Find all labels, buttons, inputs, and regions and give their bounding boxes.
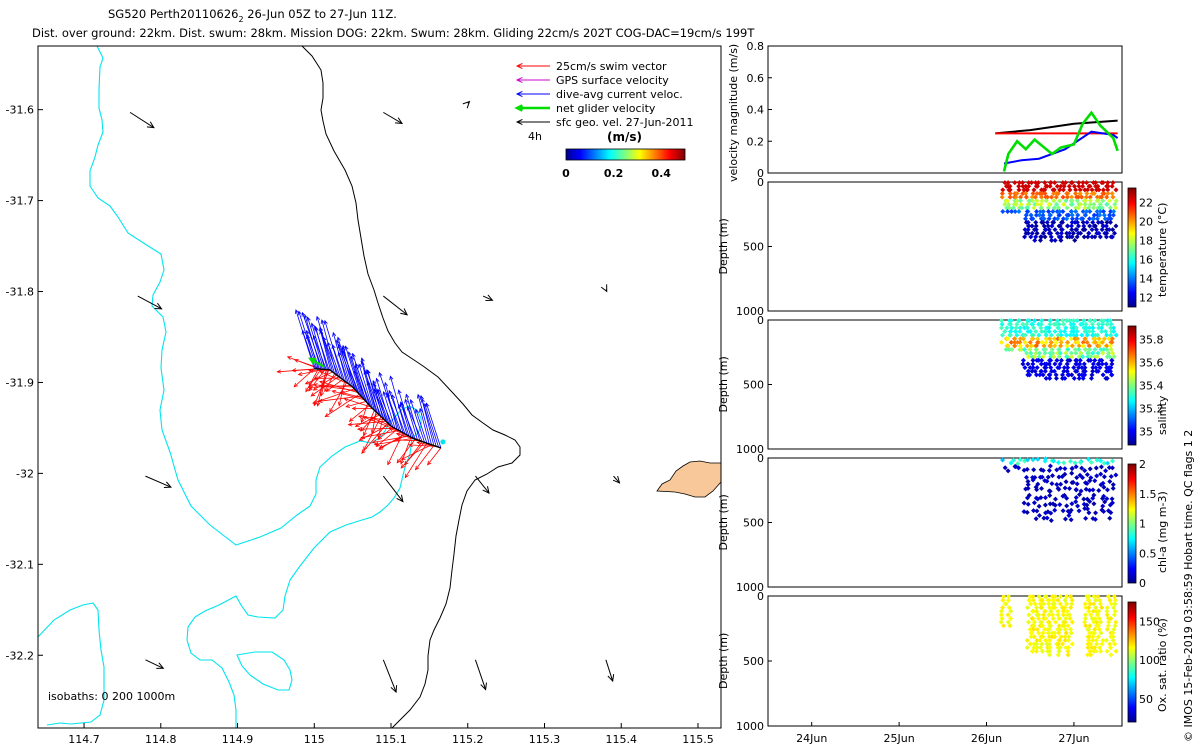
map-x-tick-label: 115.2 (452, 733, 484, 746)
oxygen-panel-y-axis-label: Depth (m) (717, 633, 730, 689)
velocity-panel-frame (768, 46, 1122, 173)
velocity-y-tick-label: 0.2 (747, 135, 765, 148)
legend-label: 25cm/s swim vector (556, 60, 667, 73)
map-y-tick-label: -31.7 (6, 195, 34, 208)
timeseries-panels: 0 0.2 0.4 0.6 0.8 velocity magnitude (m/s) 0 50… (717, 40, 1169, 745)
temperature-panel-frame (768, 182, 1122, 311)
colorbar-gradient (566, 149, 685, 160)
map-panel: 114.7 114.8 114.9 115 115.1 115.2 115.3 115.4 11… (6, 46, 721, 746)
oxygen-panel-colorbar-label: Ox. sat. ratio (%) (1156, 618, 1169, 712)
map-y-tick-label: -31.8 (6, 286, 34, 299)
chla-panel-colorbar-label: chl-a (mg m-3) (1156, 491, 1169, 573)
oxygen-panel-colorbar-tick-label: 50 (1139, 693, 1153, 706)
salinity-panel-colorbar (1128, 326, 1136, 445)
velocity-y-tick-label: 0.6 (747, 72, 765, 85)
chla-panel-frame (768, 458, 1122, 587)
map-x-tick-label: 115.5 (682, 733, 714, 746)
map-y-tick-label: -32.2 (6, 649, 34, 662)
chla-panel-colorbar-tick-label: 0.5 (1139, 547, 1157, 560)
legend-label: net glider velocity (556, 102, 656, 115)
colorbar-tick-label: 0 (562, 167, 570, 180)
temperature-panel-y-axis-label: Depth (m) (717, 218, 730, 274)
colorbar-units: (m/s) (607, 130, 642, 144)
oxygen-panel-y-tick-label: 500 (743, 655, 764, 668)
colorbar-tick-label: 0.2 (604, 167, 624, 180)
map-x-tick-label: 115.1 (375, 733, 407, 746)
chla-panel-y-tick-label: 500 (743, 517, 764, 530)
salinity-panel-colorbar-tick-label: 35.8 (1139, 334, 1164, 347)
colorbar-tick-label: 0.4 (651, 167, 671, 180)
temperature-panel-colorbar-tick-label: 14 (1139, 272, 1153, 285)
salinity-panel-frame (768, 320, 1122, 449)
chla-panel-y-tick-label: 0 (757, 452, 764, 465)
temperature-panel-colorbar-tick-label: 18 (1139, 234, 1153, 247)
map-y-tick-label: -32 (16, 467, 34, 480)
chla-panel-y-axis-label: Depth (m) (717, 494, 730, 550)
salinity-panel-colorbar-label: salinity (1156, 395, 1169, 435)
oxygen-panel-y-tick-label: 0 (757, 590, 764, 603)
chla-panel-colorbar-tick-label: 1 (1139, 518, 1146, 531)
salinity-panel-colorbar-tick-label: 35 (1139, 425, 1153, 438)
map-x-tick-label: 114.9 (222, 733, 254, 746)
chla-panel-colorbar-tick-label: 1.5 (1139, 488, 1157, 501)
temperature-panel-y-tick-label: 0 (757, 176, 764, 189)
legend-label: sfc geo. vel. 27-Jun-2011 (556, 116, 693, 129)
map-x-tick-label: 114.8 (145, 733, 177, 746)
temperature-panel-colorbar (1128, 188, 1136, 307)
salinity-panel-colorbar-tick-label: 35.6 (1139, 357, 1164, 370)
temperature-panel-colorbar-tick-label: 22 (1139, 196, 1153, 209)
velocity-y-axis-label: velocity magnitude (m/s) (727, 44, 740, 182)
figure-title: SG520 Perth201106262 26-Jun 05Z to 27-Ju… (108, 7, 397, 24)
map-x-tick-label: 115.4 (605, 733, 637, 746)
map-x-tick-label: 114.7 (68, 733, 100, 746)
time-axis-tick-label: 24Jun (796, 732, 827, 745)
salinity-panel-y-tick-label: 500 (743, 379, 764, 392)
chla-panel-colorbar-tick-label: 2 (1139, 458, 1146, 471)
map-x-tick-label: 115.3 (529, 733, 561, 746)
figure-subtitle: Dist. over ground: 22km. Dist. swum: 28k… (32, 26, 755, 40)
temperature-panel-colorbar-label: temperature (°C) (1156, 203, 1169, 297)
velocity-y-tick-label: 0.8 (747, 40, 765, 53)
chla-panel-colorbar-tick-label: 0 (1139, 577, 1146, 590)
map-plot-area (38, 46, 721, 728)
legend-4h-note: 4h (528, 130, 542, 143)
legend-label: dive-avg current veloc. (556, 88, 683, 101)
oxygen-panel-colorbar (1128, 602, 1136, 722)
time-axis-tick-label: 26Jun (971, 732, 1002, 745)
temperature-panel-colorbar-tick-label: 20 (1139, 215, 1153, 228)
velocity-y-tick-label: 0.4 (747, 104, 765, 117)
copyright-caption: © IMOS 15-Feb-2019 03:58:59 Hobart time.… (1182, 430, 1195, 742)
map-x-tick-label: 115 (304, 733, 325, 746)
time-axis-tick-label: 27Jun (1058, 732, 1089, 745)
time-axis-tick-label: 25Jun (884, 732, 915, 745)
map-y-tick-label: -31.9 (6, 376, 34, 389)
map-y-tick-label: -31.6 (6, 104, 34, 117)
temperature-panel-colorbar-tick-label: 12 (1139, 291, 1153, 304)
chla-panel-colorbar (1128, 464, 1136, 583)
salinity-panel-colorbar-tick-label: 35.4 (1139, 380, 1164, 393)
salinity-panel-y-tick-label: 0 (757, 314, 764, 327)
temperature-panel-colorbar-tick-label: 16 (1139, 253, 1153, 266)
map-y-tick-label: -32.1 (6, 558, 34, 571)
salinity-panel-y-axis-label: Depth (m) (717, 356, 730, 412)
glider-start-marker (440, 439, 445, 444)
oxygen-panel-y-tick-label: 1000 (736, 720, 764, 733)
temperature-panel-y-tick-label: 500 (743, 241, 764, 254)
legend-label: GPS surface velocity (556, 74, 669, 87)
isobath-note: isobaths: 0 200 1000m (48, 690, 175, 703)
